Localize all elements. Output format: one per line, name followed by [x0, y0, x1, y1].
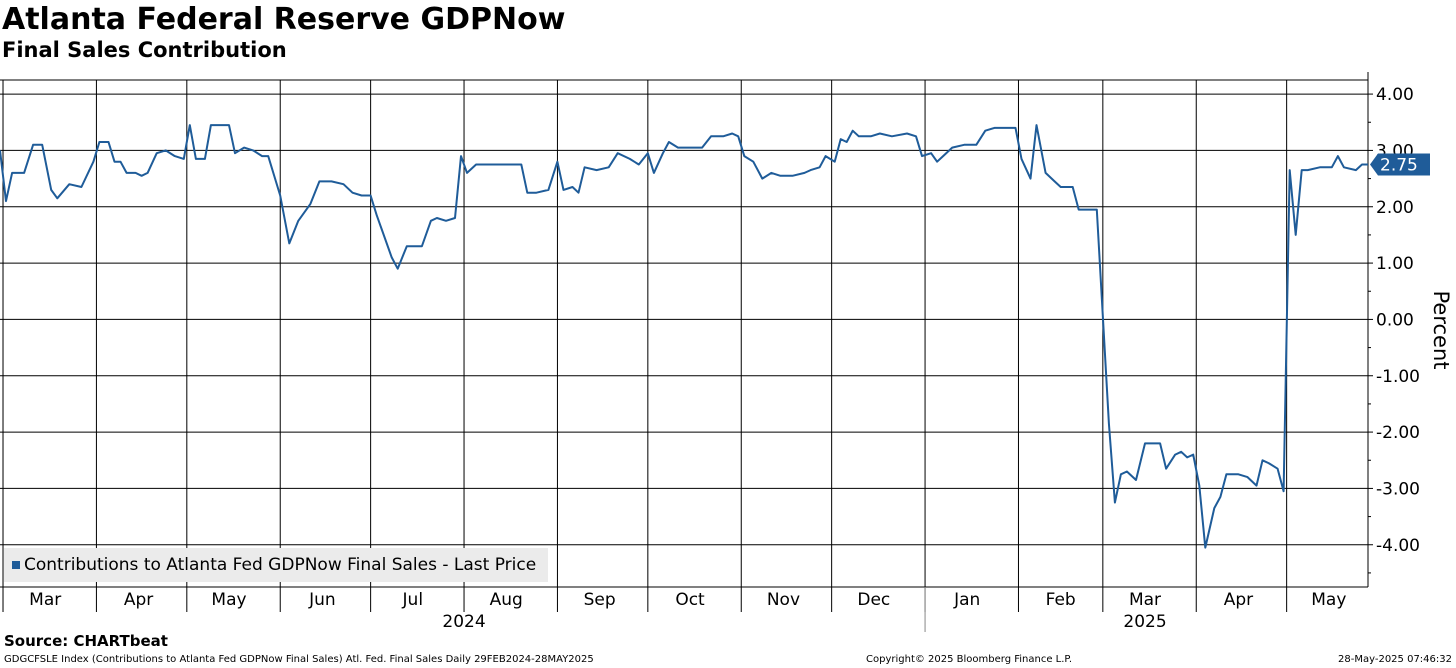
chart-legend: Contributions to Atlanta Fed GDPNow Fina…: [4, 548, 548, 582]
x-tick-label: Jul: [402, 590, 424, 610]
x-tick-label: Aug: [490, 590, 523, 610]
y-tick-label: 0.00: [1376, 310, 1414, 330]
x-tick-label: May: [211, 590, 246, 610]
chart-subtitle: Final Sales Contribution: [2, 38, 287, 62]
x-tick-label: Feb: [1046, 590, 1076, 610]
x-tick-label: Apr: [1224, 590, 1253, 610]
x-year-label: 2024: [442, 612, 485, 632]
y-tick-label: -1.00: [1376, 367, 1420, 387]
y-tick-label: -2.00: [1376, 423, 1420, 443]
chart-title: Atlanta Federal Reserve GDPNow: [2, 2, 566, 37]
y-tick-label: 1.00: [1376, 254, 1414, 274]
x-year-label: 2025: [1123, 612, 1166, 632]
x-tick-label: Oct: [675, 590, 705, 610]
footer-timestamp: 28-May-2025 07:46:32: [1338, 654, 1452, 665]
axis-layer: [0, 72, 1373, 632]
x-tick-label: Jan: [953, 590, 980, 610]
grid-layer: [0, 79, 1368, 612]
label-layer: 4.003.002.001.000.00-1.00-2.00-3.00-4.00…: [29, 85, 1453, 632]
x-tick-label: May: [1311, 590, 1346, 610]
x-tick-label: Jun: [308, 590, 336, 610]
legend-label: Contributions to Atlanta Fed GDPNow Fina…: [24, 555, 537, 575]
x-tick-label: Mar: [29, 590, 61, 610]
series-line: [0, 124, 1368, 549]
y-axis-label: Percent: [1429, 290, 1453, 369]
footer-copyright: Copyright© 2025 Bloomberg Finance L.P.: [866, 654, 1073, 665]
x-tick-label: Sep: [584, 590, 616, 610]
y-tick-label: -4.00: [1376, 536, 1420, 556]
x-tick-label: Nov: [767, 590, 800, 610]
footer-index-description: GDGCFSLE Index (Contributions to Atlanta…: [4, 654, 594, 665]
last-value-badge: [1370, 153, 1430, 176]
y-tick-label: 4.00: [1376, 85, 1414, 105]
x-tick-label: Mar: [1129, 590, 1161, 610]
y-tick-label: -3.00: [1376, 479, 1420, 499]
x-tick-label: Apr: [124, 590, 153, 610]
y-tick-label: 2.00: [1376, 198, 1414, 218]
last-value-label: 2.75: [1380, 156, 1418, 176]
series-layer: [0, 124, 1368, 549]
legend-swatch: [12, 561, 20, 569]
chart-source: Source: CHARTbeat: [4, 632, 168, 650]
x-tick-label: Dec: [857, 590, 890, 610]
